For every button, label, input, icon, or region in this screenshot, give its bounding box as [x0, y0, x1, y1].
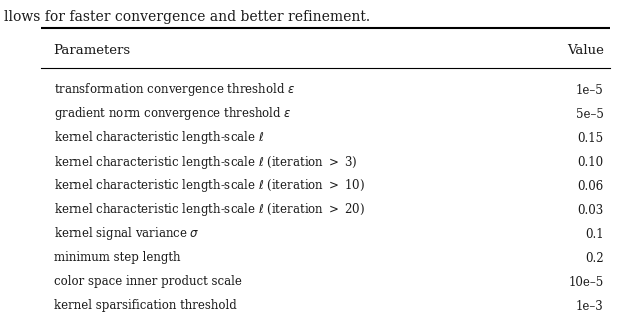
Text: 5e–5: 5e–5 — [576, 108, 604, 120]
Text: color space inner product scale: color space inner product scale — [54, 276, 241, 288]
Text: Value: Value — [567, 44, 604, 56]
Text: 0.03: 0.03 — [577, 204, 604, 216]
Text: 1e–5: 1e–5 — [576, 83, 604, 96]
Text: gradient norm convergence threshold $\epsilon$: gradient norm convergence threshold $\ep… — [54, 106, 291, 122]
Text: minimum step length: minimum step length — [54, 251, 180, 265]
Text: 0.1: 0.1 — [585, 227, 604, 241]
Text: llows for faster convergence and better refinement.: llows for faster convergence and better … — [4, 10, 370, 24]
Text: kernel characteristic length-scale $\ell$ (iteration $>$ 3): kernel characteristic length-scale $\ell… — [54, 153, 357, 171]
Text: kernel sparsification threshold: kernel sparsification threshold — [54, 300, 236, 313]
Text: 1e–3: 1e–3 — [576, 300, 604, 313]
Text: kernel characteristic length-scale $\ell$: kernel characteristic length-scale $\ell… — [54, 129, 264, 147]
Text: kernel characteristic length-scale $\ell$ (iteration $>$ 20): kernel characteristic length-scale $\ell… — [54, 202, 365, 218]
Text: kernel characteristic length-scale $\ell$ (iteration $>$ 10): kernel characteristic length-scale $\ell… — [54, 178, 365, 194]
Text: 0.10: 0.10 — [578, 155, 604, 169]
Text: Parameters: Parameters — [54, 44, 131, 56]
Text: 10e–5: 10e–5 — [568, 276, 604, 288]
Text: 0.06: 0.06 — [577, 180, 604, 192]
Text: transformation convergence threshold $\epsilon$: transformation convergence threshold $\e… — [54, 82, 295, 98]
Text: 0.15: 0.15 — [578, 131, 604, 145]
Text: 0.2: 0.2 — [585, 251, 604, 265]
Text: kernel signal variance $\sigma$: kernel signal variance $\sigma$ — [54, 225, 200, 243]
